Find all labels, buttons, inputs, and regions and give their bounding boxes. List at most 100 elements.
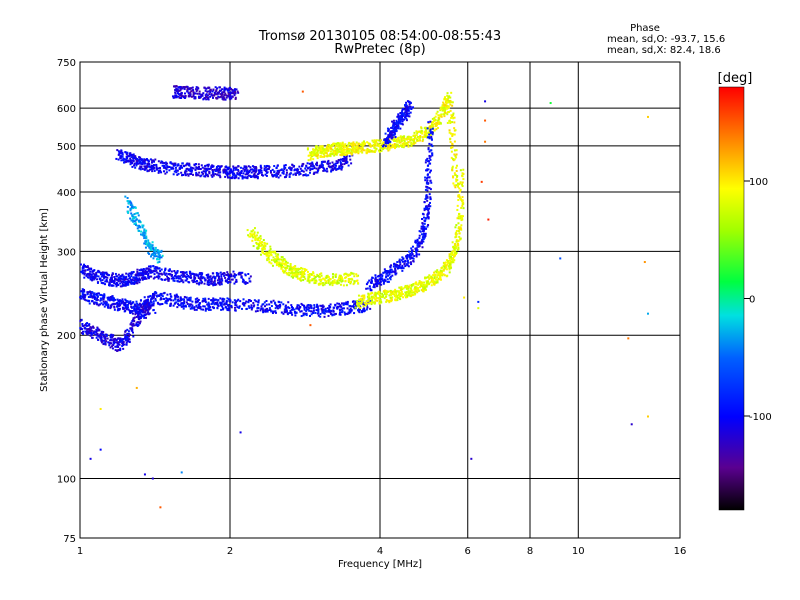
echo-point	[322, 277, 325, 280]
echo-point	[438, 122, 441, 125]
echo-point	[266, 253, 269, 256]
echo-point	[162, 170, 165, 173]
echo-point	[250, 306, 253, 309]
echo-point	[162, 297, 165, 300]
echo-point	[299, 271, 302, 274]
echo-point	[378, 297, 381, 300]
echo-point	[328, 278, 331, 281]
echo-point	[280, 258, 283, 261]
echo-point	[415, 288, 418, 291]
echo-point	[338, 146, 341, 149]
echo-point	[176, 271, 179, 274]
echo-point	[311, 279, 314, 282]
echo-point	[154, 299, 157, 302]
echo-point	[119, 282, 122, 285]
echo-point	[460, 206, 463, 209]
echo-point	[452, 117, 455, 120]
echo-point	[127, 274, 130, 277]
echo-point	[272, 251, 275, 254]
echo-point	[328, 306, 331, 309]
echo-point	[98, 328, 101, 331]
echo-point	[301, 303, 304, 306]
echo-point	[81, 267, 84, 270]
echo-point	[226, 89, 229, 92]
echo-point	[272, 310, 275, 313]
echo-point	[117, 349, 120, 352]
echo-point	[249, 232, 252, 235]
echo-point	[378, 144, 381, 147]
echo-point	[161, 254, 164, 257]
echo-point	[110, 305, 113, 308]
echo-point	[142, 234, 145, 237]
echo-point	[165, 163, 168, 166]
echo-point	[372, 284, 375, 287]
echo-point	[216, 274, 219, 277]
echo-point	[196, 306, 199, 309]
echo-point	[186, 90, 189, 93]
echo-point	[453, 172, 456, 175]
echo-point	[275, 167, 278, 170]
echo-point	[292, 272, 295, 275]
echo-point	[234, 300, 237, 303]
echo-point	[136, 212, 139, 215]
echo-point	[118, 343, 121, 346]
echo-point	[451, 158, 454, 161]
echo-point	[322, 169, 325, 172]
echo-point	[158, 256, 161, 259]
echo-point	[180, 274, 183, 277]
echo-point	[267, 251, 270, 254]
echo-point	[204, 298, 207, 301]
echo-point	[329, 153, 332, 156]
echo-point	[149, 300, 152, 303]
echo-point	[219, 165, 222, 168]
echo-point	[152, 292, 155, 295]
echo-point	[207, 304, 210, 307]
echo-point	[183, 275, 186, 278]
echo-point	[153, 276, 156, 279]
echo-point	[247, 305, 250, 308]
echo-point	[117, 153, 120, 156]
echo-point	[188, 297, 191, 300]
echo-point	[349, 142, 352, 145]
echo-point	[89, 291, 92, 294]
echo-point	[104, 283, 107, 286]
echo-point	[145, 277, 148, 280]
echo-point	[451, 260, 454, 263]
echo-point	[237, 168, 240, 171]
echo-point	[117, 276, 120, 279]
echo-point	[138, 317, 141, 320]
echo-point	[218, 280, 221, 283]
echo-point	[95, 292, 98, 295]
echo-point	[274, 302, 277, 305]
echo-point	[123, 161, 126, 164]
echo-point	[170, 270, 173, 273]
echo-point	[343, 151, 346, 154]
echo-point	[121, 340, 124, 343]
echo-point	[129, 303, 132, 306]
echo-point	[137, 274, 140, 277]
echo-point	[291, 271, 294, 274]
echo-point	[456, 178, 459, 181]
echo-point	[269, 171, 272, 174]
echo-point	[222, 98, 225, 101]
echo-point	[307, 278, 310, 281]
echo-point	[331, 273, 334, 276]
echo-point	[93, 269, 96, 272]
echo-point	[388, 299, 391, 302]
echo-point	[129, 327, 132, 330]
echo-point	[462, 207, 465, 210]
echo-point	[206, 174, 209, 177]
echo-point	[177, 304, 180, 307]
echo-point	[446, 106, 449, 109]
echo-point	[133, 162, 136, 165]
echo-point	[192, 89, 195, 92]
echo-point	[355, 150, 358, 153]
echo-point	[138, 303, 141, 306]
echo-point	[189, 168, 192, 171]
echo-point	[309, 305, 312, 308]
echo-point	[401, 288, 404, 291]
echo-point	[260, 241, 263, 244]
echo-point	[152, 247, 155, 250]
echo-point	[81, 288, 84, 291]
echo-point	[86, 273, 89, 276]
